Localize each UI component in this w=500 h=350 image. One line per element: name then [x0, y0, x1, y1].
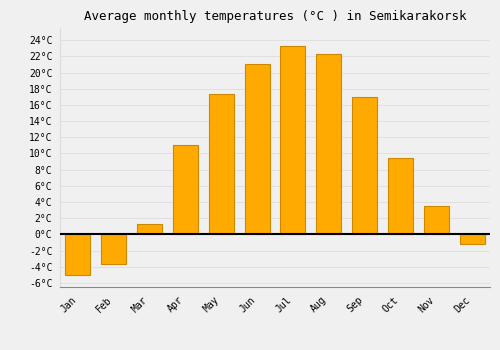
Bar [244, 64, 270, 235]
Bar [66, 234, 90, 275]
Title: Average monthly temperatures (°C ) in Semikarakorsk: Average monthly temperatures (°C ) in Se… [84, 10, 466, 23]
Bar [173, 145, 198, 234]
Bar [101, 234, 126, 264]
Bar [424, 206, 449, 234]
Bar [208, 94, 234, 234]
Bar [460, 234, 484, 244]
Bar [316, 54, 342, 234]
Bar [388, 158, 413, 234]
Bar [137, 224, 162, 234]
Bar [280, 46, 305, 234]
Bar [352, 97, 377, 234]
